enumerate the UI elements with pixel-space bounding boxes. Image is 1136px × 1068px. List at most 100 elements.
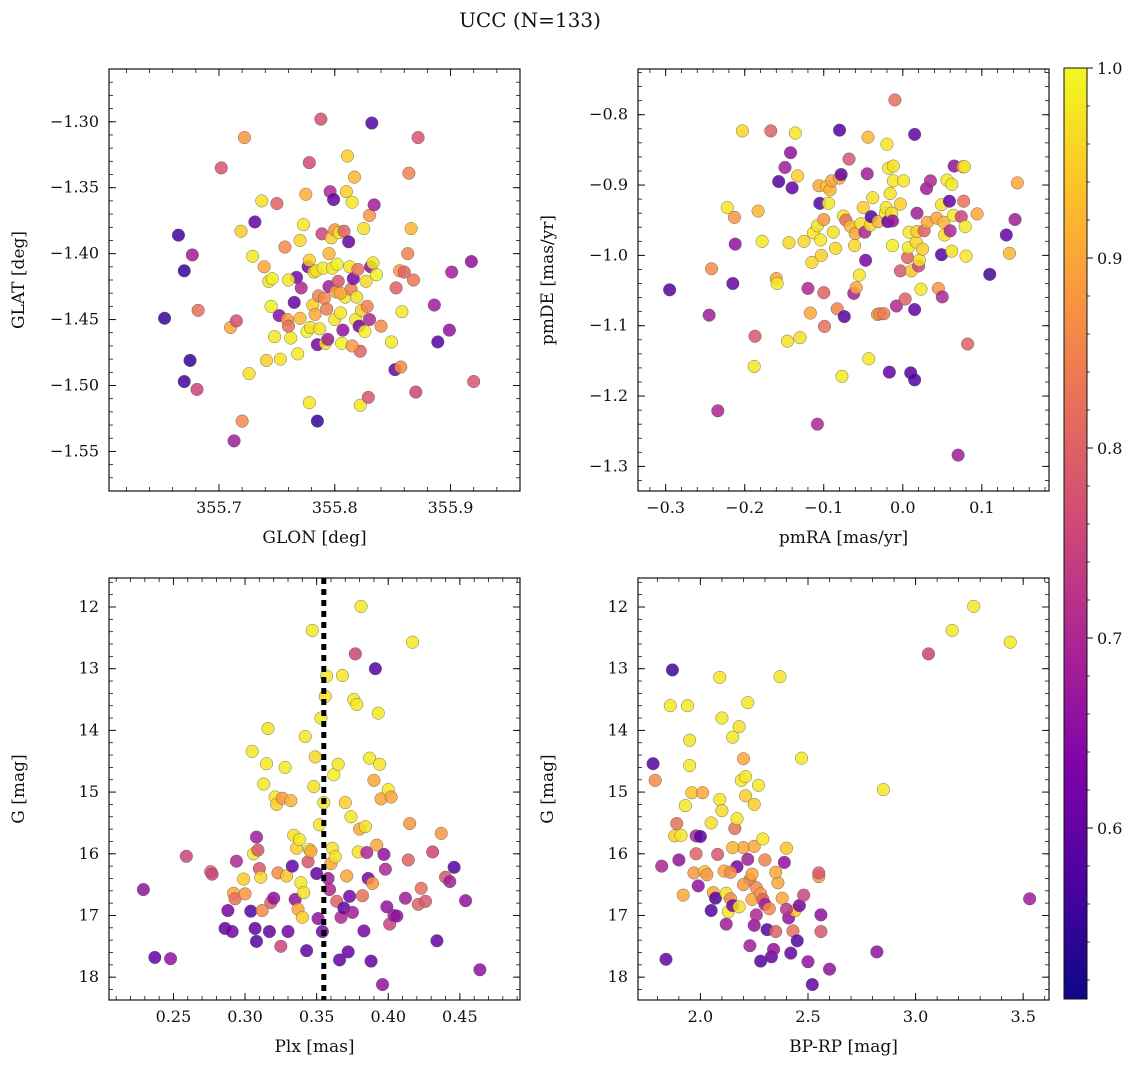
scatter-point	[805, 255, 819, 269]
scatter-point	[280, 869, 294, 883]
scatter-point	[179, 849, 193, 863]
scatter-point	[730, 812, 744, 826]
scatter-point	[945, 623, 959, 637]
scatter-point	[343, 889, 357, 903]
scatter-point	[259, 353, 273, 367]
scatter-point	[418, 894, 432, 908]
scatter-point	[817, 213, 831, 227]
scatter-point	[148, 950, 162, 964]
scatter-point	[747, 360, 761, 374]
colorbar-tick-label: 0.8	[1097, 439, 1122, 458]
panel-glon-glat: 355.7 355.8 355.9 −1.30 −1.35 −1.40 −1.45 −1.50…	[9, 68, 521, 548]
scatter-points	[646, 599, 1037, 992]
scatter-point	[281, 273, 295, 287]
scatter-point	[403, 817, 417, 831]
scatter-point	[705, 262, 719, 276]
panel-bprp-g: 2.0 2.5 3.0 3.5 12 13 14 15 16 17 18 BP-RP [mag] G […	[538, 577, 1050, 1057]
scatter-point	[345, 339, 359, 353]
scatter-points	[158, 112, 481, 448]
scatter-point	[1008, 213, 1022, 227]
scatter-point	[361, 390, 375, 404]
scatter-point	[741, 852, 755, 866]
scatter-point	[861, 130, 875, 144]
scatter-point	[683, 733, 697, 747]
scatter-point	[916, 242, 930, 256]
scatter-point	[350, 697, 364, 711]
scatter-point	[254, 870, 268, 884]
x-tick-label: −0.1	[804, 498, 843, 517]
scatter-point	[837, 310, 851, 324]
scatter-point	[670, 817, 684, 831]
scatter-point	[835, 369, 849, 383]
scatter-point	[340, 149, 354, 163]
scatter-point	[250, 934, 264, 948]
scatter-point	[348, 647, 362, 661]
scatter-point	[291, 347, 305, 361]
y-tick-label: 16	[79, 844, 99, 863]
scatter-point	[770, 277, 784, 291]
colorbar-tick-label: 1.0	[1097, 59, 1122, 78]
scatter-point	[747, 797, 761, 811]
scatter-point	[334, 286, 348, 300]
scatter-point	[921, 647, 935, 661]
scatter-point	[310, 867, 324, 881]
scatter-point	[237, 131, 251, 145]
scatter-point	[801, 281, 815, 295]
scatter-point	[244, 904, 258, 918]
scatter-point	[245, 744, 259, 758]
y-tick-label: 15	[608, 782, 628, 801]
x-tick-label: 2.0	[688, 1007, 713, 1026]
scatter-point	[221, 904, 235, 918]
plot-frame	[108, 577, 521, 1001]
scatter-point	[464, 255, 478, 269]
scatter-point	[406, 635, 420, 649]
scatter-point	[459, 894, 473, 908]
x-tick-label: 0.35	[299, 1007, 335, 1026]
panel-pmra-pmde: −0.3 −0.2 −0.1 0.0 0.1 −0.8 −0.9 −1.0 −1.1 −1.2 −1…	[538, 68, 1050, 548]
scatter-point	[395, 305, 409, 319]
scatter-point	[246, 249, 260, 263]
y-axis-label: G [mag]	[9, 754, 29, 823]
scatter-point	[235, 414, 249, 428]
scatter-point	[414, 881, 428, 895]
x-axis-label: Plx [mas]	[274, 1037, 354, 1057]
scatter-point	[358, 820, 372, 834]
y-tick-label: 13	[79, 659, 99, 678]
scatter-point	[340, 869, 354, 883]
x-tick-label: 0.0	[890, 498, 915, 517]
scatter-point	[720, 201, 734, 215]
scatter-point	[205, 867, 219, 881]
scatter-point	[957, 194, 971, 208]
scatter-point	[158, 311, 172, 325]
scatter-point	[785, 181, 799, 195]
scatter-point	[308, 750, 322, 764]
panel-plx-g: 0.25 0.30 0.35 0.40 0.45 12 13 14 15 16 17 18 Plx [m…	[9, 577, 521, 1057]
scatter-point	[426, 845, 440, 859]
scatter-point	[260, 757, 274, 771]
scatter-point	[322, 247, 336, 261]
colorbar-tick-label: 0.7	[1097, 629, 1122, 648]
scatter-point	[250, 830, 264, 844]
scatter-point	[351, 262, 365, 276]
scatter-point	[467, 375, 481, 389]
scatter-point	[833, 123, 847, 137]
scatter-point	[1003, 635, 1017, 649]
scatter-point	[327, 193, 341, 207]
scatter-point	[278, 240, 292, 254]
scatter-point	[237, 872, 251, 886]
scatter-point	[442, 323, 456, 337]
scatter-point	[251, 843, 265, 857]
scatter-point	[914, 282, 928, 296]
y-tick-label: −1.2	[589, 386, 628, 405]
scatter-point	[719, 917, 733, 931]
scatter-point	[285, 859, 299, 873]
scatter-point	[696, 786, 710, 800]
scatter-point	[270, 197, 284, 211]
scatter-points	[663, 93, 1024, 462]
scatter-point	[368, 662, 382, 676]
x-tick-label: 355.9	[428, 498, 474, 517]
scatter-point	[736, 878, 750, 892]
scatter-point	[404, 222, 418, 236]
scatter-point	[297, 886, 311, 900]
